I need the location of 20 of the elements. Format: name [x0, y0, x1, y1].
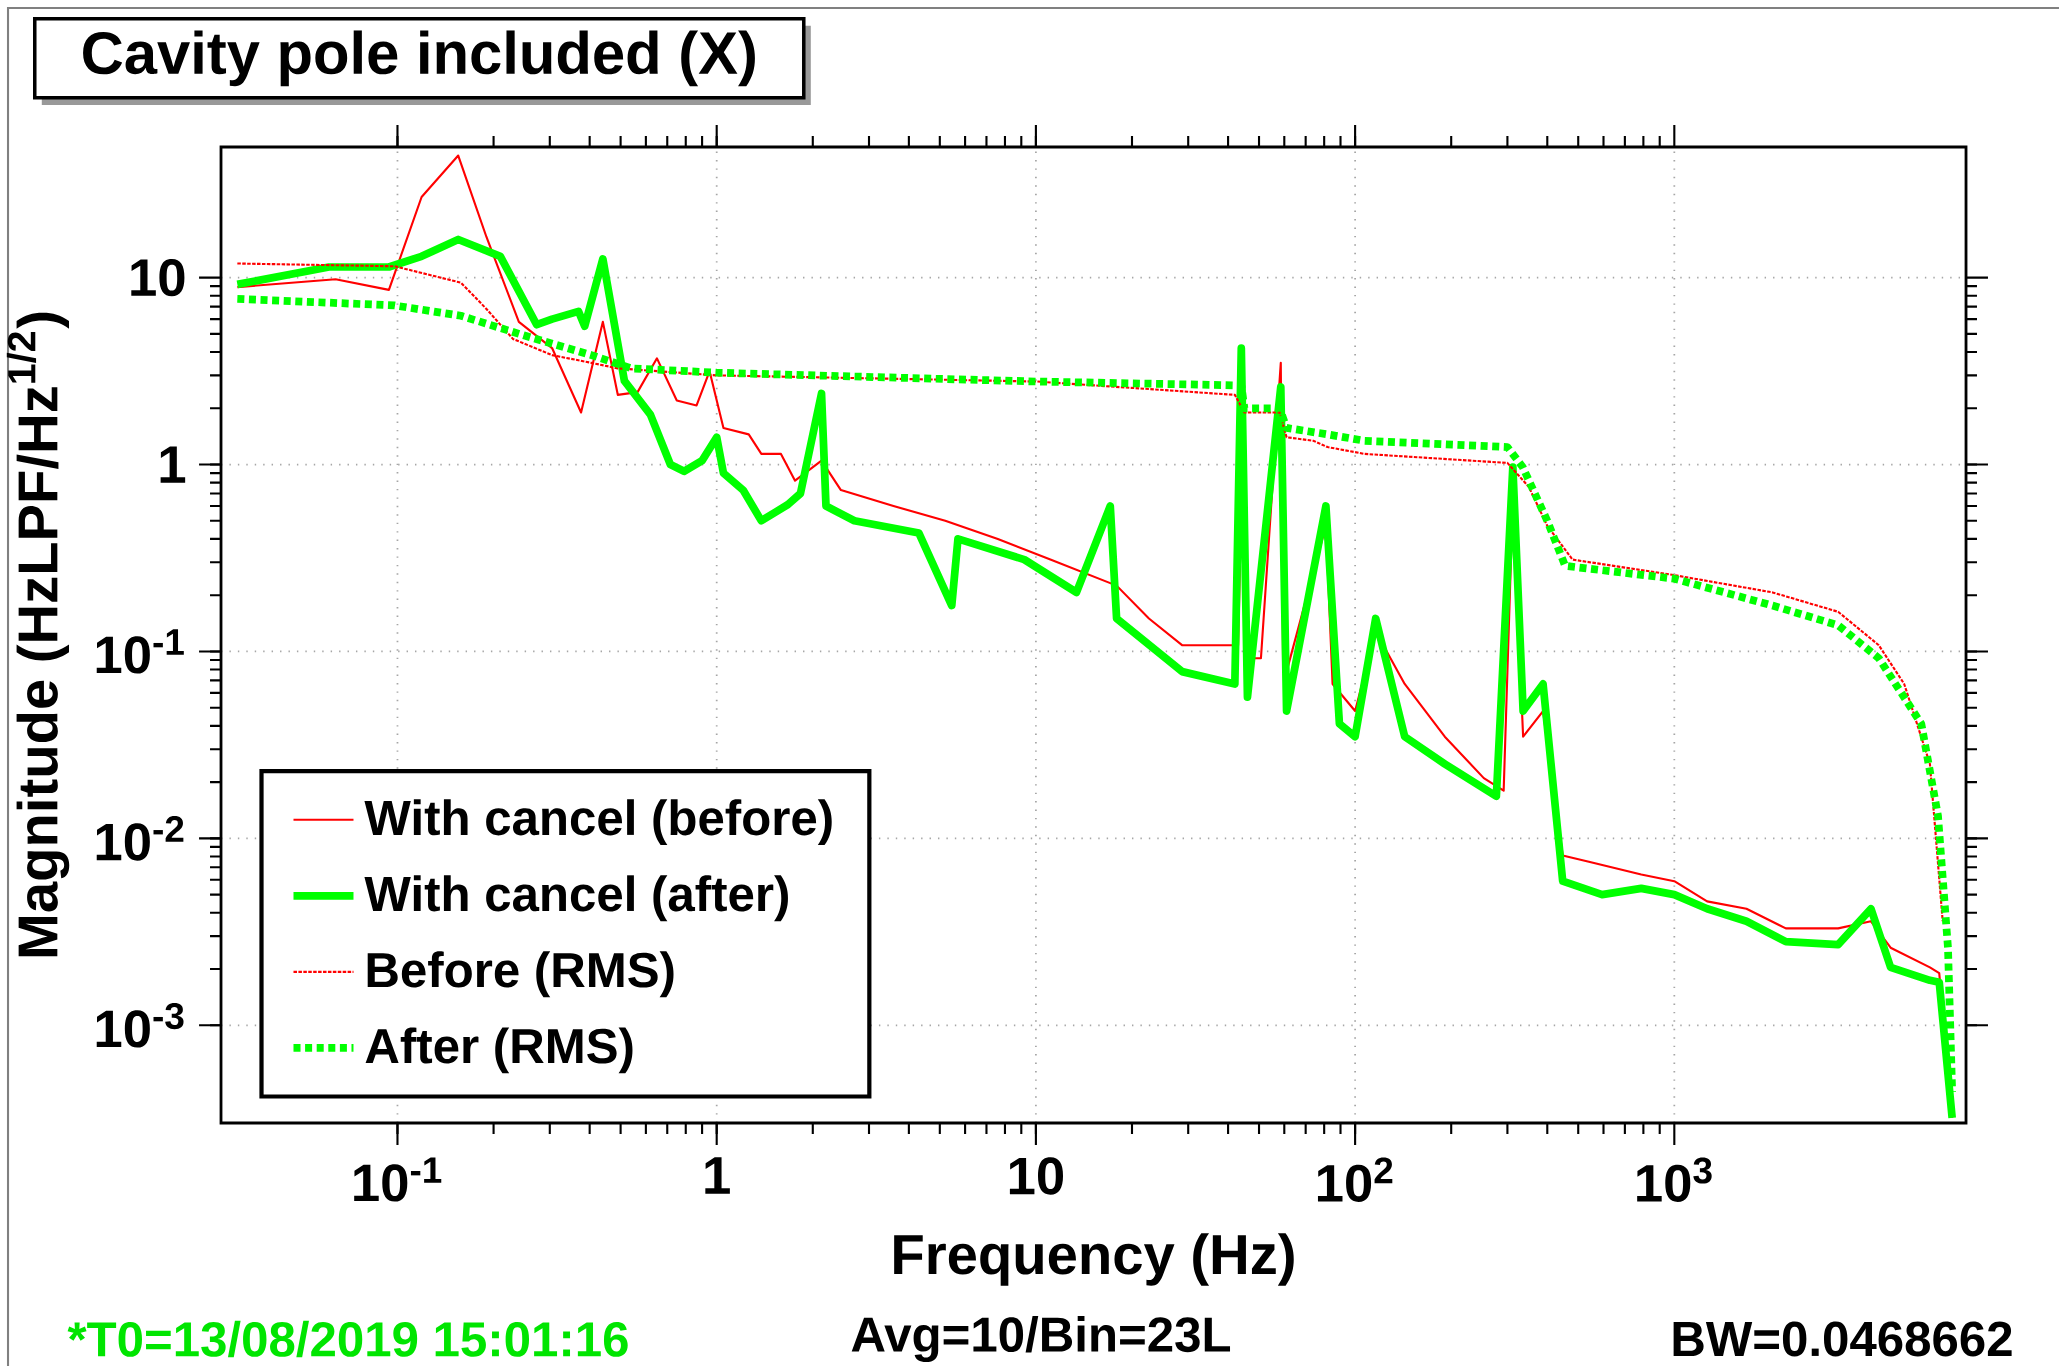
y-tick-label: 10$^{-3}$	[96, 1002, 184, 1048]
x-axis-title: Frequency (Hz)	[894, 1233, 1294, 1286]
chart-title: Cavity pole included (X)	[83, 30, 755, 87]
legend-label: Before (RMS)	[367, 951, 674, 998]
y-tick-label: 10$^{-1}$	[96, 629, 184, 674]
y-axis-title: Magnitude (HzLPF/Hz$^{1/2}$)	[6, 312, 70, 957]
legend-label: With cancel (before)	[364, 799, 832, 846]
x-tick-label: 10$^{-1}$	[354, 1157, 442, 1202]
y-tick-label: 1	[160, 446, 186, 483]
x-tick-label: 10$^{2}$	[1317, 1157, 1393, 1202]
x-tick-label: 10$^{3}$	[1637, 1157, 1712, 1202]
legend-label: After (RMS)	[365, 1027, 633, 1074]
x-tick-label: 1	[705, 1157, 730, 1194]
text: *T0=13/08/2019 15:01:16	[67, 1320, 628, 1358]
legend-label: With cancel (after)	[364, 875, 788, 922]
y-tick-label: 10	[131, 258, 185, 297]
text: BW=0.0468662	[1673, 1321, 2012, 1357]
y-tick-label: 10$^{-2}$	[96, 816, 184, 861]
text: Avg=10/Bin=23L	[851, 1315, 1231, 1363]
x-tick-label: 10	[1009, 1157, 1064, 1195]
